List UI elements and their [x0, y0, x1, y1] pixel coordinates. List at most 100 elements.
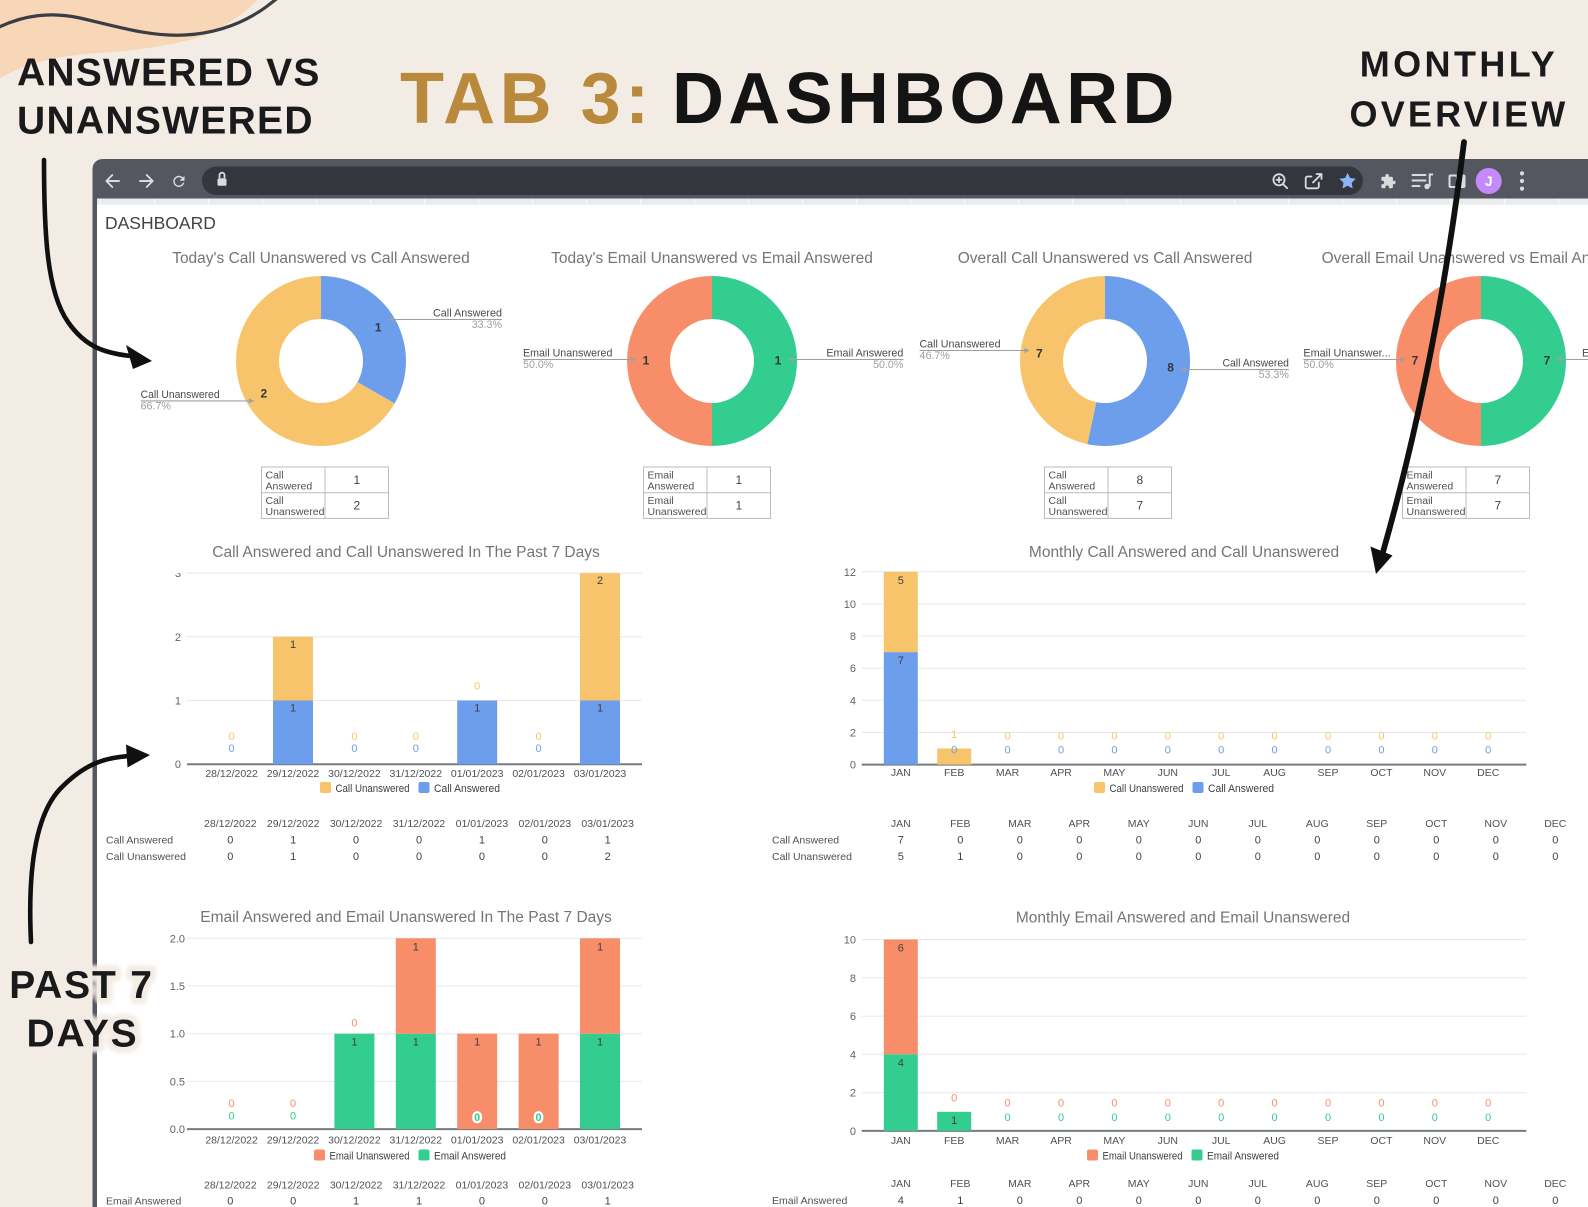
- svg-text:Call Answered: Call Answered: [1208, 783, 1274, 795]
- svg-text:0: 0: [1325, 1098, 1331, 1110]
- svg-text:8: 8: [850, 973, 856, 985]
- svg-text:FEB: FEB: [950, 1178, 970, 1190]
- svg-text:0: 0: [1272, 1098, 1278, 1110]
- svg-text:0: 0: [479, 851, 485, 863]
- svg-text:0: 0: [1195, 1195, 1201, 1207]
- svg-text:Call: Call: [266, 495, 284, 507]
- svg-text:29/12/2022: 29/12/2022: [267, 1180, 320, 1192]
- svg-text:0: 0: [1111, 1098, 1117, 1110]
- svg-text:0: 0: [1493, 1195, 1499, 1207]
- svg-text:1: 1: [957, 851, 963, 863]
- svg-text:0: 0: [542, 835, 548, 847]
- svg-text:0: 0: [1325, 730, 1331, 742]
- svg-text:1: 1: [775, 354, 782, 368]
- svg-text:Unanswered: Unanswered: [648, 506, 707, 518]
- svg-text:50.0%: 50.0%: [1303, 359, 1334, 371]
- svg-text:0: 0: [353, 835, 359, 847]
- svg-text:NOV: NOV: [1484, 818, 1507, 830]
- svg-text:8: 8: [1167, 360, 1174, 374]
- svg-text:1: 1: [416, 1196, 422, 1207]
- svg-text:0: 0: [227, 835, 233, 847]
- svg-text:1: 1: [735, 473, 742, 487]
- svg-text:APR: APR: [1069, 818, 1091, 830]
- svg-text:Call: Call: [1049, 495, 1067, 507]
- svg-text:31/12/2022: 31/12/2022: [393, 818, 446, 830]
- svg-text:TAB 3:: TAB 3:: [400, 59, 654, 139]
- svg-text:0: 0: [1218, 1098, 1224, 1110]
- svg-text:0: 0: [1378, 745, 1384, 757]
- svg-text:Email Answered: Email Answered: [434, 1151, 506, 1163]
- svg-text:Email Answered and Email Unans: Email Answered and Email Unanswered In T…: [200, 909, 612, 926]
- svg-text:0: 0: [957, 835, 963, 847]
- svg-text:MAY: MAY: [1128, 818, 1150, 830]
- svg-text:1: 1: [353, 1196, 359, 1207]
- svg-text:UNANSWERED: UNANSWERED: [17, 100, 314, 143]
- svg-text:0: 0: [1165, 745, 1171, 757]
- svg-text:AUG: AUG: [1306, 1178, 1329, 1190]
- svg-text:0: 0: [1325, 745, 1331, 757]
- svg-text:Email: Email: [648, 495, 674, 507]
- svg-text:03/01/2023: 03/01/2023: [581, 1180, 634, 1192]
- svg-text:30/12/2022: 30/12/2022: [330, 1180, 383, 1192]
- svg-text:Call Unanswered: Call Unanswered: [772, 851, 852, 863]
- svg-text:1: 1: [375, 321, 382, 335]
- svg-text:SEP: SEP: [1317, 1135, 1338, 1147]
- svg-text:Call: Call: [266, 470, 284, 482]
- svg-text:0: 0: [1136, 1195, 1142, 1207]
- svg-text:1: 1: [951, 729, 957, 741]
- svg-text:1: 1: [597, 941, 603, 953]
- svg-text:0: 0: [1432, 730, 1438, 742]
- svg-text:0: 0: [1165, 1098, 1171, 1110]
- svg-text:APR: APR: [1050, 767, 1072, 779]
- svg-text:10: 10: [844, 935, 856, 947]
- svg-text:Email Unanswer...: Email Unanswer...: [1303, 348, 1390, 360]
- svg-text:MAR: MAR: [996, 1135, 1020, 1147]
- svg-text:01/01/2023: 01/01/2023: [456, 1180, 509, 1192]
- svg-text:02/01/2023: 02/01/2023: [519, 818, 572, 830]
- svg-text:1: 1: [290, 639, 296, 651]
- svg-text:Unanswered: Unanswered: [266, 506, 325, 518]
- svg-text:0: 0: [229, 731, 235, 743]
- svg-text:0: 0: [1111, 1112, 1117, 1124]
- svg-text:0: 0: [175, 759, 181, 771]
- svg-text:50.0%: 50.0%: [873, 359, 904, 371]
- svg-text:29/12/2022: 29/12/2022: [267, 818, 320, 830]
- svg-text:0: 0: [416, 851, 422, 863]
- svg-text:Monthly Email Answered and Ema: Monthly Email Answered and Email Unanswe…: [1016, 910, 1350, 927]
- svg-text:0: 0: [351, 731, 357, 743]
- svg-text:6: 6: [850, 1011, 856, 1023]
- svg-text:30/12/2022: 30/12/2022: [330, 818, 383, 830]
- svg-text:01/01/2023: 01/01/2023: [451, 768, 504, 780]
- svg-text:Unanswered: Unanswered: [1407, 506, 1466, 518]
- svg-text:0: 0: [290, 1098, 296, 1110]
- svg-text:0: 0: [1076, 1195, 1082, 1207]
- svg-text:AUG: AUG: [1263, 1135, 1286, 1147]
- svg-text:0: 0: [1433, 1195, 1439, 1207]
- svg-text:0: 0: [1136, 851, 1142, 863]
- svg-text:46.7%: 46.7%: [920, 350, 951, 362]
- svg-text:J: J: [1485, 174, 1493, 189]
- svg-text:0: 0: [479, 1196, 485, 1207]
- svg-text:0: 0: [850, 1126, 856, 1138]
- svg-text:5: 5: [898, 851, 904, 863]
- svg-text:7: 7: [1412, 354, 1419, 368]
- svg-text:Unanswered: Unanswered: [1049, 506, 1108, 518]
- svg-text:2: 2: [597, 575, 603, 587]
- svg-text:0: 0: [413, 731, 419, 743]
- svg-text:Email Answered: Email Answered: [772, 1195, 847, 1207]
- svg-text:0: 0: [1485, 1112, 1491, 1124]
- svg-text:4: 4: [850, 1049, 856, 1061]
- svg-text:53.3%: 53.3%: [1259, 369, 1290, 381]
- svg-text:0: 0: [1272, 1112, 1278, 1124]
- svg-text:0: 0: [1017, 1195, 1023, 1207]
- svg-text:0: 0: [1005, 745, 1011, 757]
- svg-text:0.0: 0.0: [170, 1124, 185, 1136]
- svg-text:0: 0: [1255, 1195, 1261, 1207]
- svg-text:Email: Email: [1407, 470, 1433, 482]
- svg-text:1.0: 1.0: [170, 1029, 185, 1041]
- svg-text:03/01/2023: 03/01/2023: [581, 818, 634, 830]
- svg-text:0: 0: [351, 1018, 357, 1030]
- svg-text:10: 10: [844, 599, 856, 611]
- svg-text:MONTHLY: MONTHLY: [1360, 44, 1558, 85]
- svg-text:0: 0: [413, 743, 419, 755]
